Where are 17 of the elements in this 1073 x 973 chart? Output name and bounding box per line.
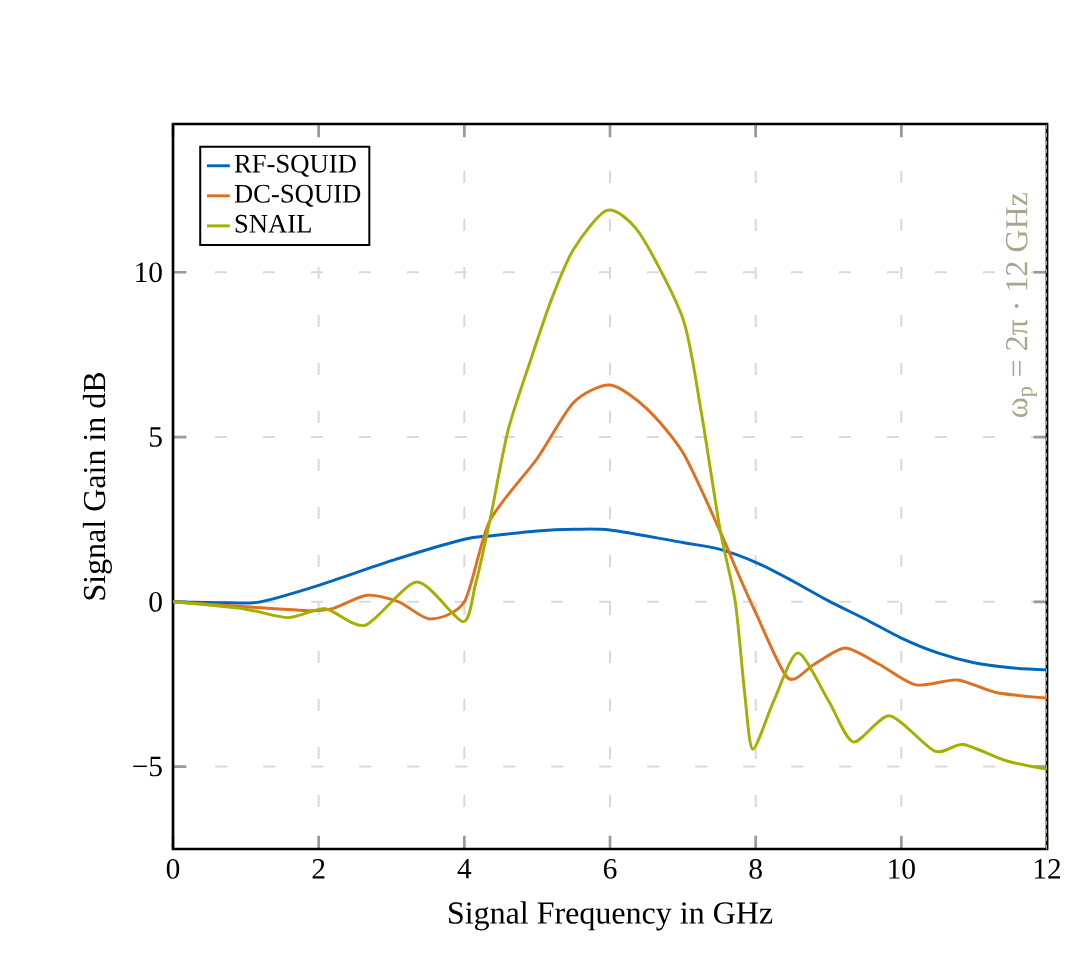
y-tick-label: −5 [133, 756, 162, 777]
x-tick-label: 2 [312, 859, 325, 879]
legend-label: RF-SQUID [234, 154, 356, 177]
x-tick-label: 12 [1034, 859, 1061, 879]
x-axis-title: Signal Frequency in GHz [449, 901, 773, 931]
y-axis-title: Signal Gain in dB [82, 372, 112, 600]
y-tick-label: 0 [149, 591, 162, 612]
x-tick-label: 8 [749, 859, 762, 879]
x-tick-label: 10 [889, 859, 915, 879]
legend-label: DC-SQUID [234, 184, 361, 207]
y-tick-label: 10 [136, 262, 162, 283]
y-tick-label: 5 [150, 427, 162, 447]
x-tick-label: 6 [603, 859, 617, 879]
x-tick-label: 0 [166, 859, 180, 879]
ref-line-label: ω$_{p}$ = 2π · 12 GHz [1006, 193, 1037, 418]
x-tick-label: 4 [457, 859, 472, 879]
legend-label: SNAIL [235, 214, 311, 233]
